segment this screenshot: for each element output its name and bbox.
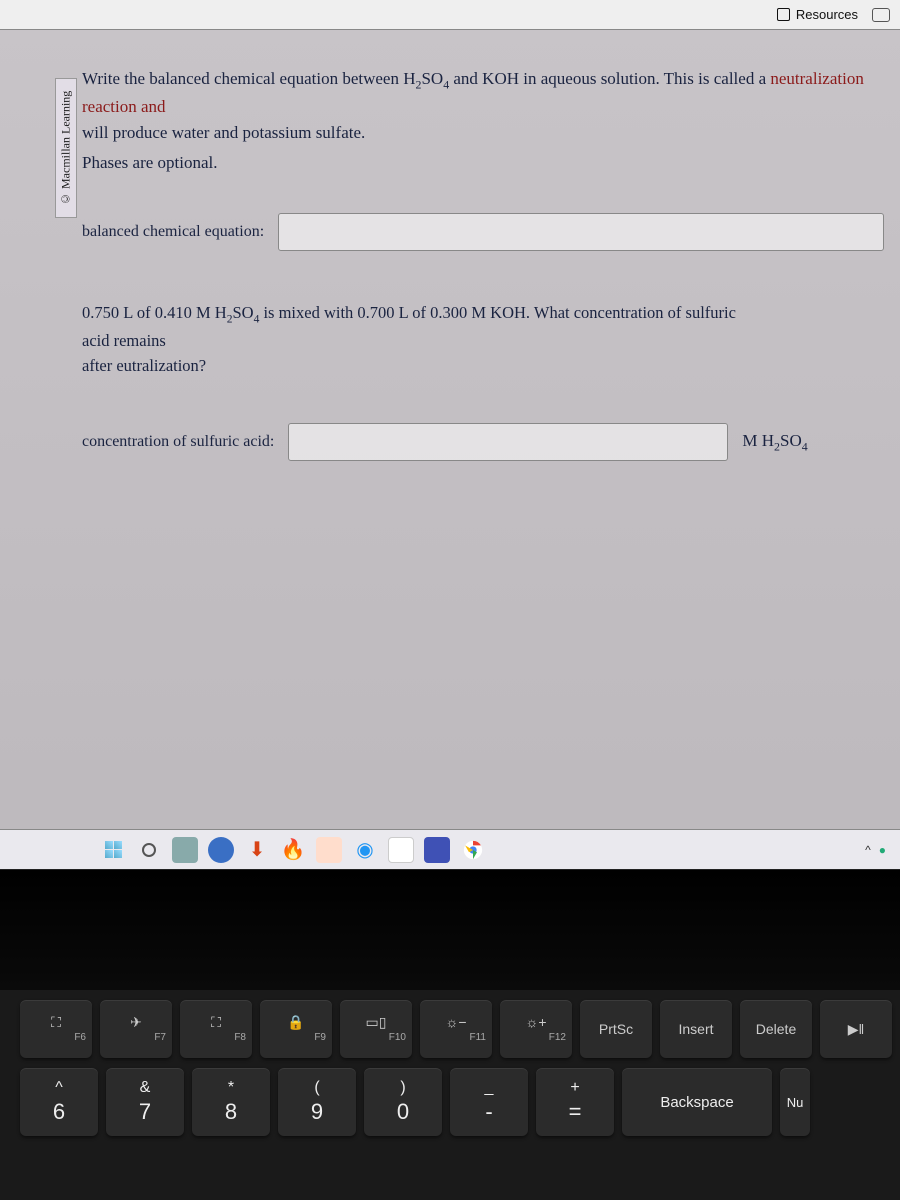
caret-icon: ^	[865, 843, 871, 857]
key-F8: ⛶F8	[180, 1000, 252, 1058]
top-bar: Resources	[0, 0, 900, 30]
key-F7: ✈F7	[100, 1000, 172, 1058]
key-numlock: Nu	[780, 1068, 810, 1136]
device-icon[interactable]	[872, 8, 890, 22]
app-icon-6[interactable]	[388, 837, 414, 863]
num-row: ^6&7*8(9)0_-+=BackspaceNu	[0, 1058, 900, 1136]
taskview-icon[interactable]	[172, 837, 198, 863]
key-▶‖: ▶‖	[820, 1000, 892, 1058]
hint-text: Phases are optional.	[82, 153, 884, 173]
key--: _-	[450, 1068, 528, 1136]
unit-label: M H2SO4	[742, 431, 822, 454]
app-icon-2[interactable]: ⬇	[244, 837, 270, 863]
keyboard: ⛶F6✈F7⛶F8🔒F9▭▯F10☼−F11☼+F12PrtScInsertDe…	[0, 870, 900, 1200]
concentration-input[interactable]	[288, 423, 728, 461]
equation-row: balanced chemical equation:	[82, 213, 884, 251]
concentration-label: concentration of sulfuric acid:	[82, 433, 274, 451]
search-icon[interactable]	[136, 837, 162, 863]
part2-prompt: 0.750 L of 0.410 M H2SO4 is mixed with 0…	[82, 301, 884, 378]
start-icon[interactable]	[100, 837, 126, 863]
question-prompt: Write the balanced chemical equation bet…	[82, 66, 884, 145]
key-F9: 🔒F9	[260, 1000, 332, 1058]
resources-icon	[777, 8, 790, 21]
systray[interactable]: ^ ●	[865, 843, 886, 857]
app-icon-5[interactable]: ◉	[352, 837, 378, 863]
wifi-icon: ●	[879, 843, 886, 857]
resources-button[interactable]: Resources	[777, 7, 858, 22]
key-F12: ☼+F12	[500, 1000, 572, 1058]
key-F10: ▭▯F10	[340, 1000, 412, 1058]
key-backspace: Backspace	[622, 1068, 772, 1136]
key-=: +=	[536, 1068, 614, 1136]
key-Delete: Delete	[740, 1000, 812, 1058]
equation-input[interactable]	[278, 213, 884, 251]
app-icon-7[interactable]	[424, 837, 450, 863]
key-9: (9	[278, 1068, 356, 1136]
taskbar: ⬇ 🔥 ◉ ^ ●	[0, 829, 900, 869]
key-Insert: Insert	[660, 1000, 732, 1058]
resources-label: Resources	[796, 7, 858, 22]
question-area: Write the balanced chemical equation bet…	[82, 66, 884, 461]
key-8: *8	[192, 1068, 270, 1136]
app-icon-4[interactable]	[316, 837, 342, 863]
key-7: &7	[106, 1068, 184, 1136]
concentration-row: concentration of sulfuric acid: M H2SO4	[82, 423, 884, 461]
key-F11: ☼−F11	[420, 1000, 492, 1058]
key-6: ^6	[20, 1068, 98, 1136]
copyright-tab: © Macmillan Learning	[55, 78, 77, 218]
app-icon-1[interactable]	[208, 837, 234, 863]
equation-label: balanced chemical equation:	[82, 223, 264, 241]
key-PrtSc: PrtSc	[580, 1000, 652, 1058]
key-0: )0	[364, 1068, 442, 1136]
app-icon-3[interactable]: 🔥	[280, 837, 306, 863]
key-F6: ⛶F6	[20, 1000, 92, 1058]
chrome-icon[interactable]	[460, 837, 486, 863]
fn-row: ⛶F6✈F7⛶F8🔒F9▭▯F10☼−F11☼+F12PrtScInsertDe…	[0, 990, 900, 1058]
